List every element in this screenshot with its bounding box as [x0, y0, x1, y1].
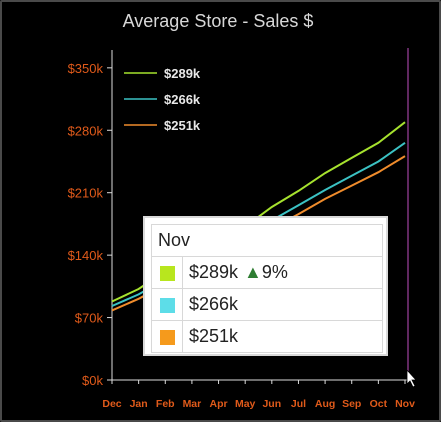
tooltip-value: $289k	[189, 262, 239, 282]
x-tick-label: Mar	[183, 398, 202, 410]
x-tick-label: Oct	[370, 398, 388, 410]
tooltip-change: 9%	[261, 262, 288, 282]
up-arrow-icon: ▲	[244, 262, 262, 282]
mouse-cursor-icon	[406, 368, 417, 388]
tooltip-value: $251k	[189, 326, 239, 346]
x-tick-label: May	[235, 398, 256, 410]
x-tick-label: Sep	[342, 398, 361, 410]
x-tick-label: Jul	[291, 398, 306, 410]
x-tick-label: Jan	[130, 398, 148, 410]
x-tick-label: Nov	[395, 398, 415, 410]
x-tick-label: Feb	[156, 398, 175, 410]
tooltip-row: $289k ▲9%	[151, 256, 383, 289]
tooltip-swatch-cell	[151, 320, 183, 353]
tooltip-row: $266k	[151, 288, 383, 321]
tooltip-swatch-cell	[151, 256, 183, 289]
x-tick-label: Apr	[209, 398, 227, 410]
series-swatch-icon	[159, 329, 175, 345]
tooltip-swatch-cell	[151, 288, 183, 321]
y-tick-label: $0k	[82, 373, 103, 388]
y-tick-label: $70k	[75, 311, 104, 326]
legend-label: $266k	[164, 92, 201, 107]
y-tick-label: $350k	[68, 61, 104, 76]
tooltip-table: Nov $289k ▲9% $266k $251k	[151, 224, 383, 353]
tooltip-value-cell: $251k	[182, 320, 383, 353]
x-tick-label: Dec	[102, 398, 121, 410]
series-swatch-icon	[159, 265, 175, 281]
y-tick-label: $140k	[68, 248, 104, 263]
tooltip-header-row: Nov	[151, 224, 383, 257]
tooltip-value: $266k	[189, 294, 239, 314]
chart-title: Average Store - Sales $	[123, 11, 314, 31]
legend-label: $289k	[164, 66, 201, 81]
tooltip-row: $251k	[151, 320, 383, 353]
x-tick-label: Jun	[262, 398, 281, 410]
legend-label: $251k	[164, 118, 201, 133]
series-swatch-icon	[159, 297, 175, 313]
tooltip-header: Nov	[151, 224, 383, 257]
x-tick-label: Aug	[315, 398, 335, 410]
hover-tooltip: Nov $289k ▲9% $266k $251k	[143, 216, 388, 356]
y-tick-label: $210k	[68, 186, 104, 201]
tooltip-value-cell: $266k	[182, 288, 383, 321]
tooltip-value-cell: $289k ▲9%	[182, 256, 383, 289]
y-tick-label: $280k	[68, 123, 104, 138]
